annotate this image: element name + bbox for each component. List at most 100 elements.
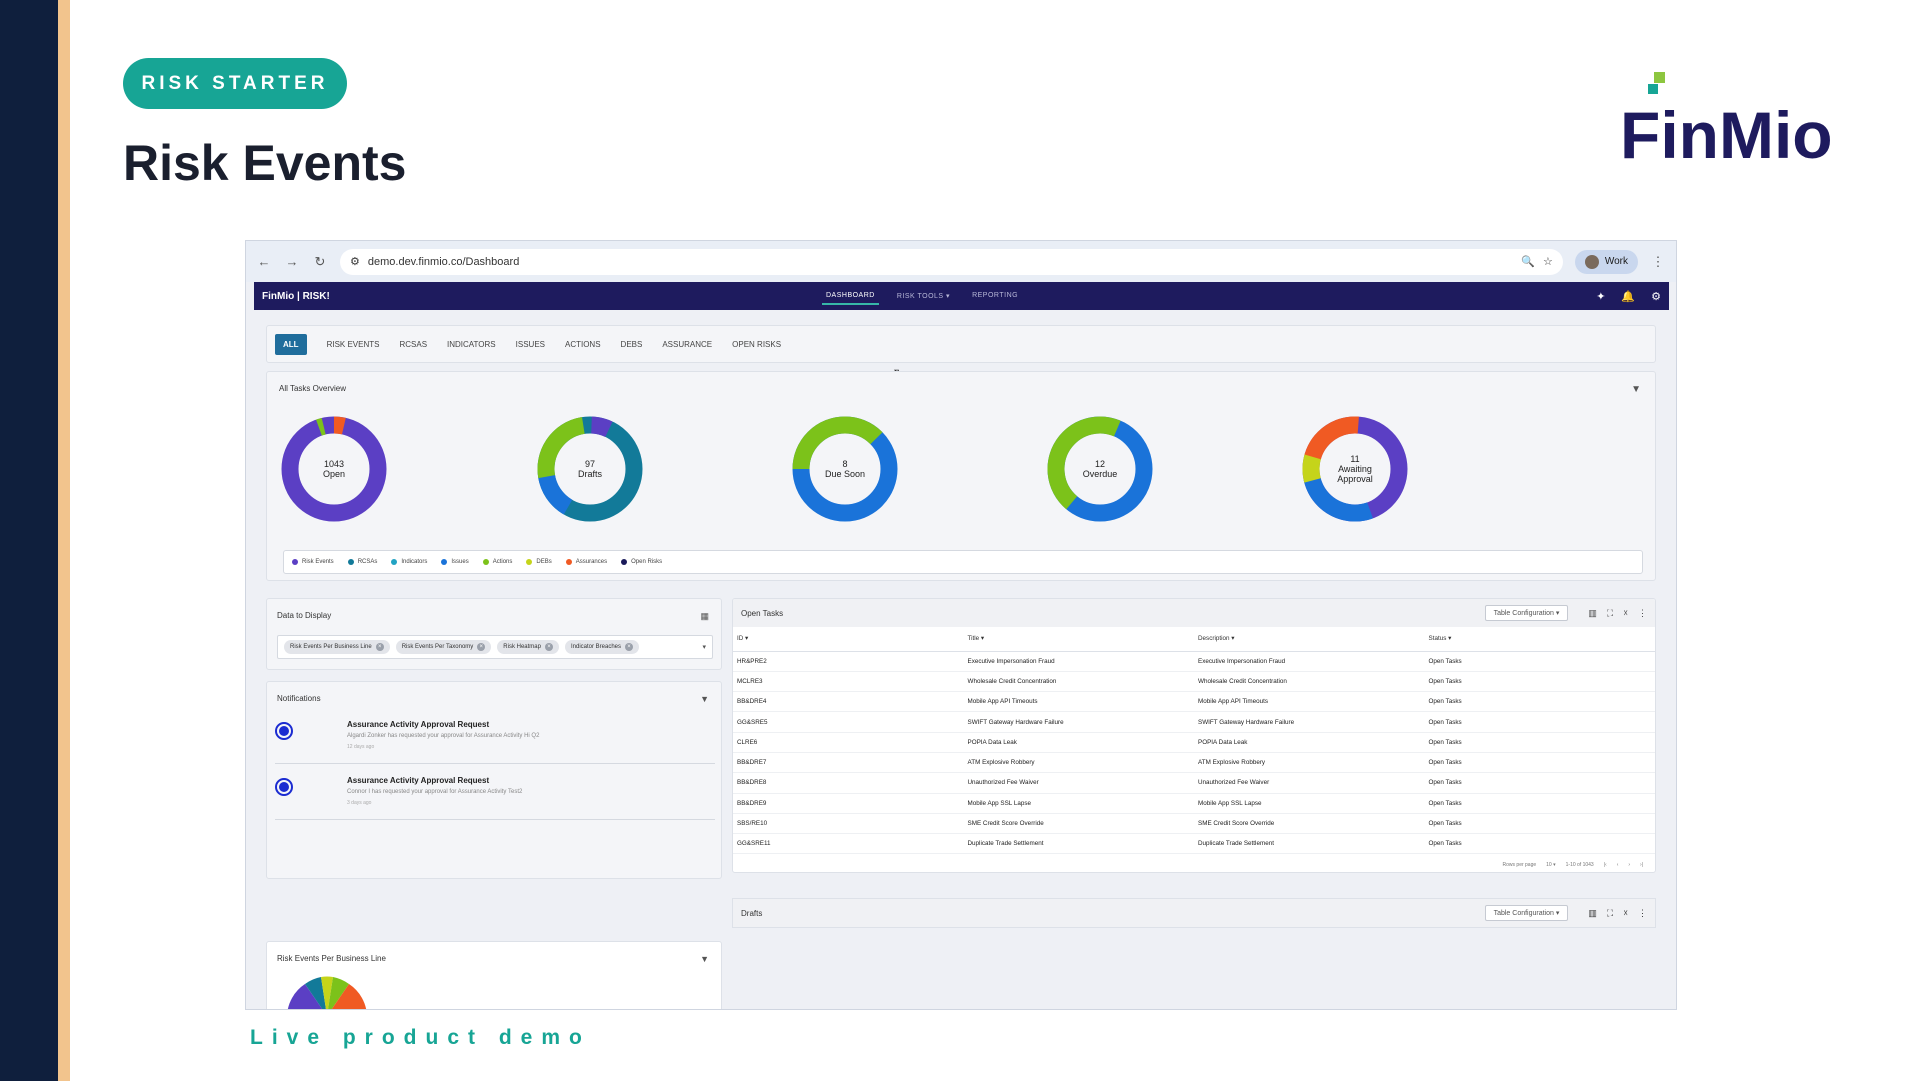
tab-rcsas[interactable]: RCSAS: [399, 339, 428, 349]
legend-item[interactable]: RCSAs: [347, 559, 377, 565]
columns-icon[interactable]: ▥: [1588, 607, 1597, 618]
more-options-icon[interactable]: ⋮: [1638, 607, 1647, 618]
legend-item[interactable]: DEBs: [526, 559, 552, 565]
chip-label: Risk Events Per Taxonomy: [401, 644, 474, 650]
column-header-status[interactable]: Status ▾: [1424, 627, 1655, 652]
notification-item[interactable]: Assurance Activity Approval Request Conn…: [275, 774, 715, 820]
nav-risk-tools[interactable]: RISK TOOLS ▾: [896, 292, 951, 300]
tab-actions[interactable]: ACTIONS: [564, 339, 601, 349]
bookmark-star-icon[interactable]: ☆: [1542, 256, 1553, 268]
table-row[interactable]: HR&PRE2 Executive Impersonation Fraud Exec…: [733, 651, 1655, 672]
table-row[interactable]: BB&DRE8 Unauthorized Fee Waiver Unauthoriz…: [733, 772, 1655, 794]
overview-legend: Risk Events RCSAs Indicators Issues Acti…: [283, 550, 1643, 574]
legend-dot: [565, 559, 572, 565]
profile-button[interactable]: Work: [1574, 249, 1638, 274]
cell-status: Open Tasks: [1424, 711, 1655, 733]
legend-item[interactable]: Actions: [482, 559, 512, 565]
donut-open-text: Open: [322, 469, 346, 479]
info-icon: [275, 722, 293, 740]
tab-all[interactable]: ALL: [275, 333, 307, 355]
tab-assurance[interactable]: ASSURANCE: [662, 339, 713, 349]
address-bar[interactable]: ⚙ demo.dev.finmio.co/Dashboard 🔍 ☆: [340, 248, 1563, 275]
tab-open-risks[interactable]: OPEN RISKS: [732, 339, 782, 349]
table-row[interactable]: BB&DRE9 Mobile App SSL Lapse Mobile App SS…: [733, 793, 1655, 814]
donut-overdue[interactable]: 12 Overdue: [1045, 414, 1155, 524]
column-header-id[interactable]: ID ▾: [733, 627, 964, 652]
legend-item[interactable]: Issues: [441, 559, 469, 565]
calendar-icon[interactable]: ▦: [700, 611, 709, 621]
donut-awaiting-approval[interactable]: 11 Awaiting Approval: [1300, 414, 1410, 524]
table-row[interactable]: SBS/RE10 SME Credit Score Override SME Cre…: [733, 813, 1655, 835]
donut-open-chart: [281, 416, 387, 522]
column-label: Status: [1428, 635, 1447, 643]
legend-item[interactable]: Open Risks: [621, 559, 662, 565]
cell-description: Executive Impersonation Fraud: [1194, 651, 1425, 672]
zoom-icon[interactable]: 🔍: [1521, 256, 1535, 268]
columns-icon[interactable]: ▥: [1588, 907, 1597, 918]
table-row[interactable]: BB&DRE4 Mobile App API Timeouts Mobile App…: [733, 691, 1655, 713]
nav-reporting[interactable]: REPORTING: [972, 291, 1019, 299]
donut-overdue-chart: [1047, 416, 1153, 522]
drafts-table-configuration-select[interactable]: Table Configuration ▾: [1484, 905, 1569, 921]
donut-open[interactable]: 1043 Open: [279, 414, 389, 524]
cell-description: SWIFT Gateway Hardware Failure: [1194, 711, 1425, 733]
chip-remove-icon[interactable]: ×: [625, 643, 634, 651]
more-options-icon[interactable]: ⋮: [1638, 907, 1647, 918]
donut-drafts[interactable]: 97 Drafts: [535, 414, 645, 524]
legend-item[interactable]: Assurances: [565, 559, 607, 565]
tab-debs[interactable]: DEBS: [620, 339, 643, 349]
clear-filter-icon[interactable]: ☓: [1623, 607, 1628, 618]
table-row[interactable]: MCLRE3 Wholesale Credit Concentration Whol…: [733, 671, 1655, 693]
clear-filter-icon[interactable]: ☓: [1623, 907, 1628, 918]
business-line-filter-icon[interactable]: ▼: [700, 954, 709, 964]
tab-risk-events[interactable]: RISK EVENTS: [326, 339, 380, 349]
legend-dot: [621, 559, 628, 565]
bell-icon[interactable]: 🔔: [1621, 290, 1636, 303]
forward-icon[interactable]: →: [285, 254, 299, 269]
tab-indicators[interactable]: INDICATORS: [447, 339, 496, 349]
table-configuration-label: Table Configuration: [1493, 610, 1554, 617]
legend-item[interactable]: Risk Events: [292, 559, 334, 565]
table-row[interactable]: GG&SRE5 SWIFT Gateway Hardware Failure SWI…: [733, 711, 1655, 733]
donut-due-soon-text: Due Soon: [824, 469, 866, 479]
header-icons: ✦ 🔔 ⚙: [1596, 290, 1661, 303]
chevron-down-icon[interactable]: ▾: [702, 644, 706, 651]
tab-issues[interactable]: ISSUES: [515, 339, 545, 349]
sparkle-icon[interactable]: ✦: [1596, 290, 1606, 303]
column-header-description[interactable]: Description ▾: [1194, 627, 1425, 652]
cell-status: Open Tasks: [1424, 691, 1655, 713]
cell-title: Executive Impersonation Fraud: [963, 651, 1194, 672]
table-row[interactable]: CLRE6 POPIA Data Leak POPIA Data Leak Open …: [733, 732, 1655, 753]
legend-item[interactable]: Indicators: [391, 559, 427, 565]
site-settings-icon[interactable]: ⚙: [350, 256, 360, 268]
notifications-filter-icon[interactable]: ▼: [700, 694, 709, 704]
donut-awaiting-chart: [1302, 416, 1408, 522]
browser-menu-icon[interactable]: ⋮: [1651, 253, 1665, 269]
chip-remove-icon[interactable]: ×: [375, 643, 384, 651]
next-page-icon[interactable]: ›: [1628, 862, 1631, 869]
chip-remove-icon[interactable]: ×: [544, 643, 553, 651]
fullscreen-icon[interactable]: ⛶: [1606, 907, 1614, 918]
notification-item[interactable]: Assurance Activity Approval Request Alga…: [275, 718, 715, 764]
cell-title: Mobile App API Timeouts: [963, 691, 1194, 713]
chip-remove-icon[interactable]: ×: [477, 643, 486, 651]
table-row[interactable]: GG&SRE11 Duplicate Trade Settlement Duplic…: [733, 833, 1655, 855]
last-page-icon[interactable]: ›|: [1640, 862, 1643, 869]
table-configuration-select[interactable]: Table Configuration ▾: [1484, 605, 1569, 621]
data-display-select[interactable]: Risk Events Per Business Line × Risk Even…: [277, 635, 713, 659]
first-page-icon[interactable]: |‹: [1603, 862, 1607, 869]
rows-per-page-select[interactable]: 10 ▾: [1546, 862, 1556, 869]
column-header-title[interactable]: Title ▾: [963, 627, 1194, 652]
nav-dashboard[interactable]: DASHBOARD: [822, 288, 879, 305]
reload-icon[interactable]: ↻: [314, 253, 326, 269]
fullscreen-icon[interactable]: ⛶: [1606, 607, 1614, 618]
back-icon[interactable]: ←: [257, 254, 271, 269]
prev-page-icon[interactable]: ‹: [1616, 862, 1619, 869]
cell-id: GG&SRE5: [733, 711, 964, 733]
filter-icon[interactable]: ▼: [1631, 384, 1641, 395]
table-row[interactable]: BB&DRE7 ATM Explosive Robbery ATM Explosiv…: [733, 752, 1655, 774]
settings-gear-icon[interactable]: ⚙: [1651, 290, 1661, 303]
donut-due-soon[interactable]: 8 Due Soon: [790, 414, 900, 524]
cell-description: Duplicate Trade Settlement: [1194, 833, 1425, 855]
open-tasks-table: ID ▾ Title ▾ Description ▾ Status ▾ HR&P…: [733, 627, 1655, 855]
